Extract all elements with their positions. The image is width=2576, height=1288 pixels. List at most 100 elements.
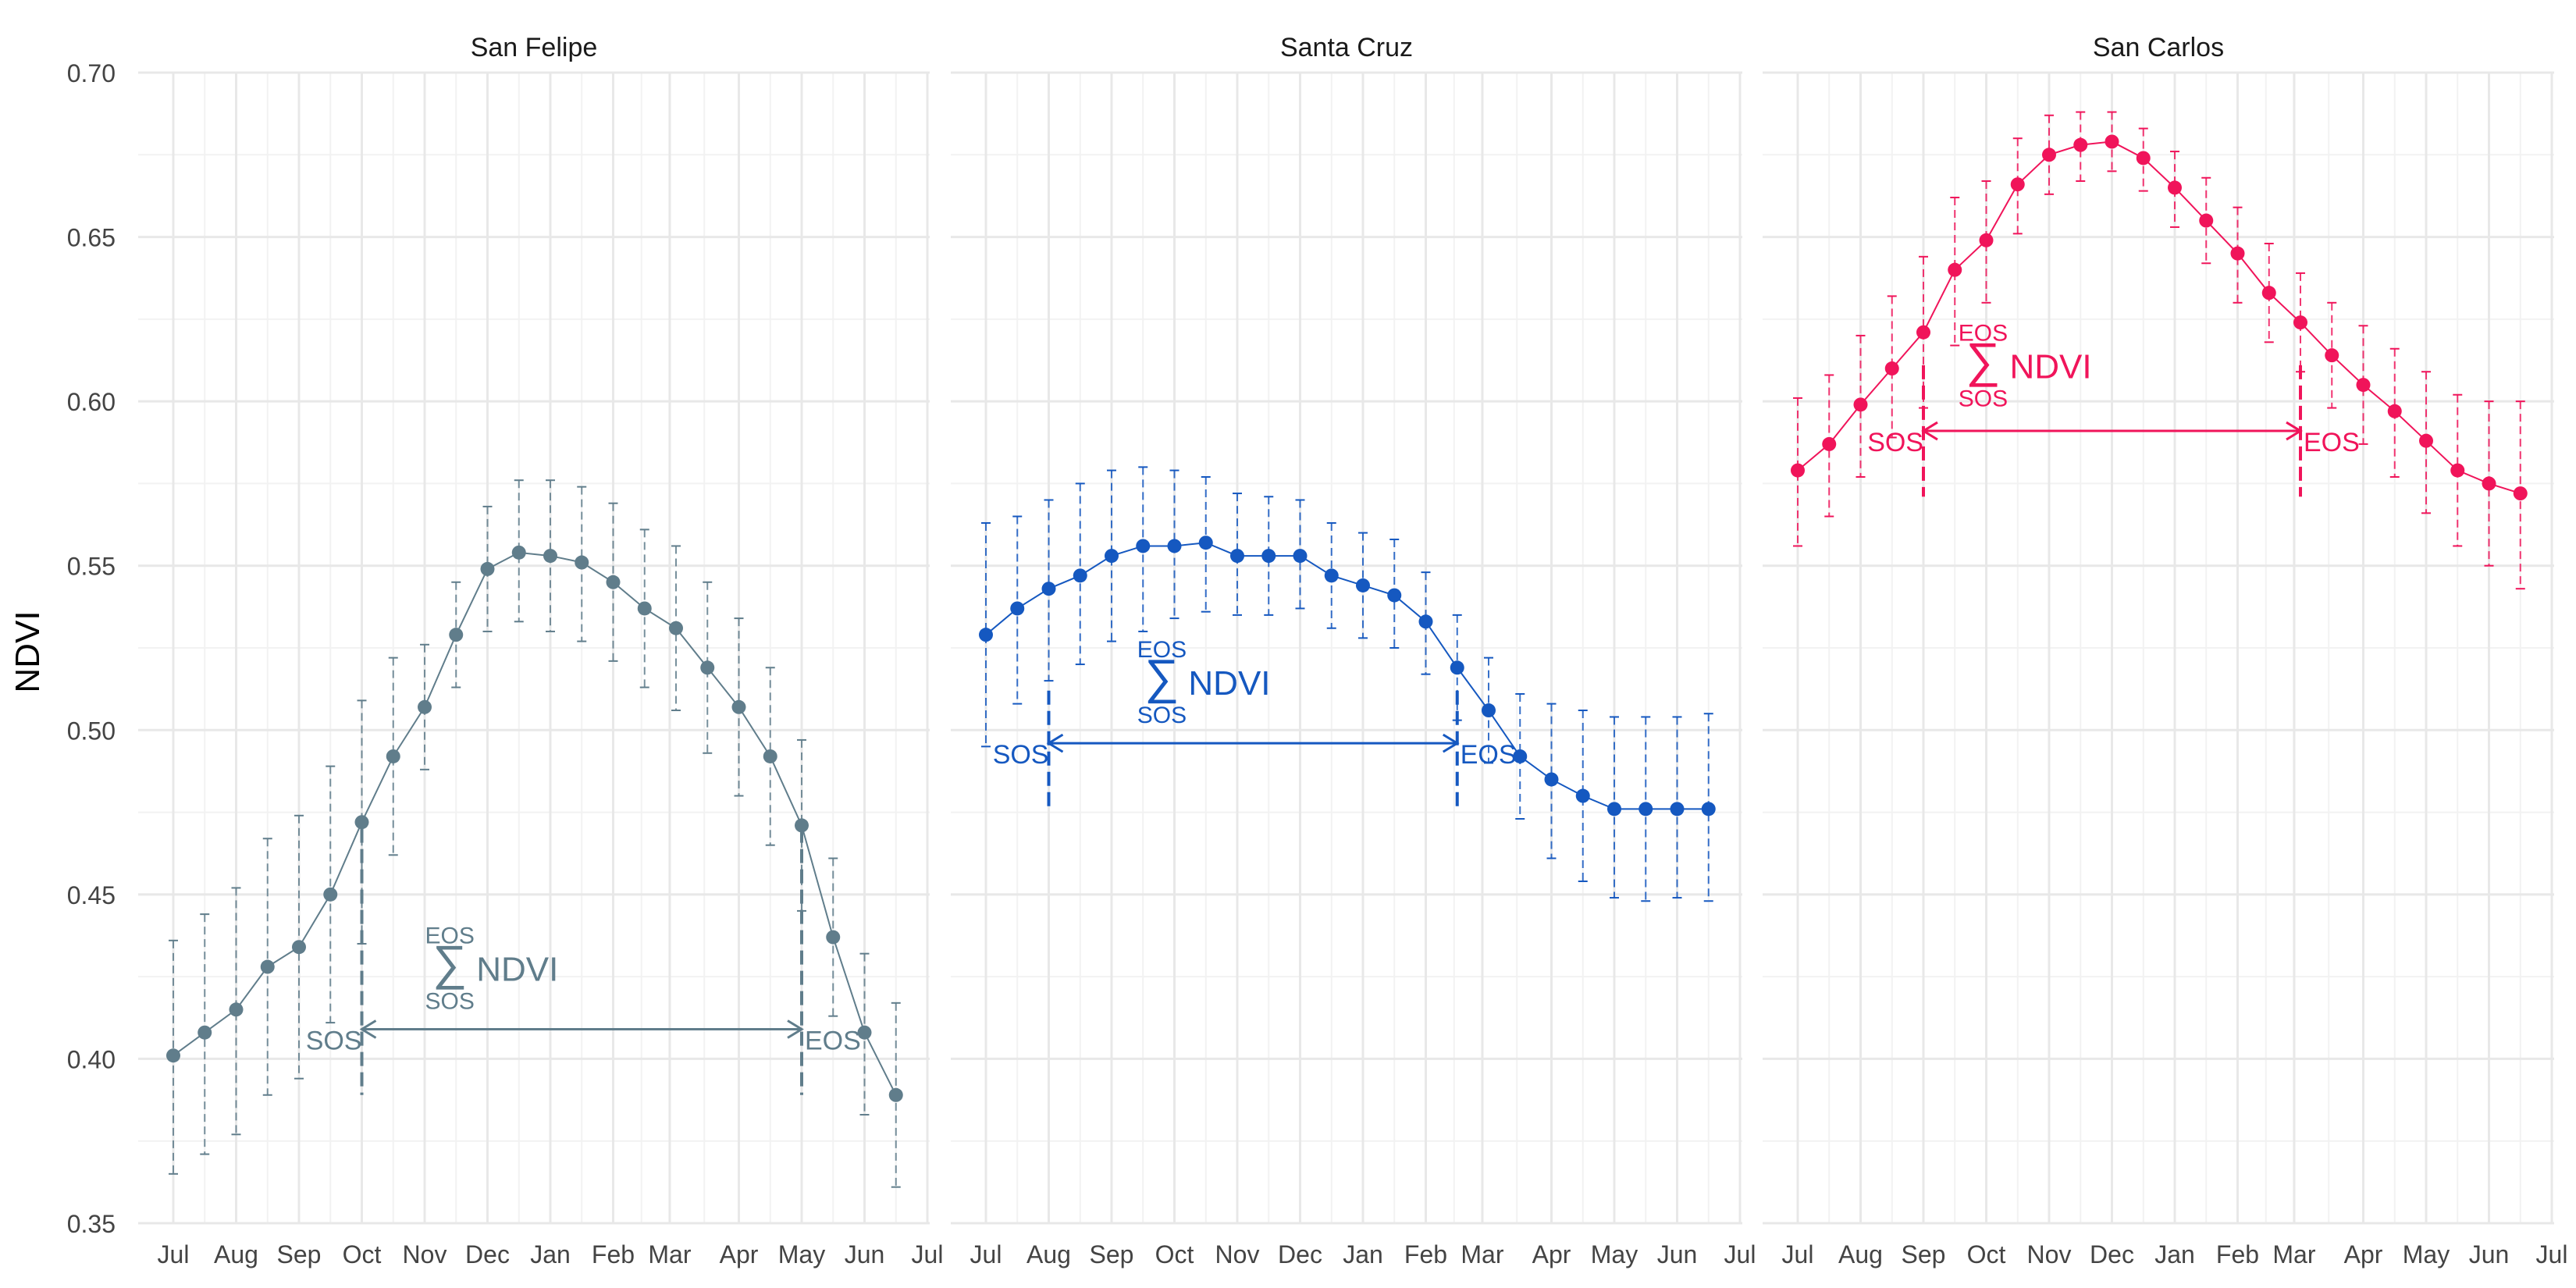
x-axis-ticks: Jul Aug Sep Oct Nov Dec Jan Feb Mar Apr May Jun Jul bbox=[1782, 1240, 2568, 1268]
x-tick-label: Jun bbox=[1657, 1240, 1698, 1268]
data-point bbox=[1670, 802, 1685, 817]
data-point bbox=[1356, 578, 1370, 592]
x-tick-label: Mar bbox=[1461, 1240, 1503, 1268]
x-tick-label: Nov bbox=[2027, 1240, 2072, 1268]
x-tick-label: Nov bbox=[1215, 1240, 1260, 1268]
data-point bbox=[1948, 262, 1962, 277]
data-point bbox=[449, 628, 464, 642]
data-point bbox=[700, 660, 715, 675]
data-point bbox=[2136, 151, 2151, 165]
data-point bbox=[292, 940, 306, 955]
data-point bbox=[1544, 772, 1559, 787]
data-point bbox=[669, 621, 683, 635]
sos-label: SOS bbox=[993, 740, 1049, 770]
data-point bbox=[229, 1002, 244, 1017]
x-tick-label: Jan bbox=[530, 1240, 571, 1268]
gridlines bbox=[951, 71, 1742, 1225]
data-point bbox=[354, 815, 369, 830]
series-line bbox=[173, 551, 897, 1096]
data-point bbox=[1010, 601, 1025, 616]
data-point bbox=[166, 1048, 180, 1063]
sum-symbol: ∑ bbox=[1966, 334, 2000, 388]
eos-label: EOS bbox=[2304, 428, 2360, 457]
data-point bbox=[2010, 177, 2025, 192]
error-bars bbox=[169, 479, 901, 1188]
data-point bbox=[480, 561, 495, 576]
sos-label: SOS bbox=[1867, 428, 1923, 457]
y-axis-ticks: 0.35 0.40 0.45 0.50 0.55 0.60 0.65 0.70 bbox=[67, 59, 116, 1238]
data-points bbox=[166, 545, 903, 1102]
data-points bbox=[979, 535, 1716, 817]
x-tick-label: Feb bbox=[2216, 1240, 2259, 1268]
data-point bbox=[795, 818, 809, 833]
data-point bbox=[1701, 802, 1716, 817]
y-tick-label: 0.60 bbox=[67, 388, 116, 416]
x-tick-label: Jun bbox=[2469, 1240, 2510, 1268]
data-point bbox=[323, 887, 338, 902]
arrow-head-right bbox=[787, 1019, 804, 1039]
data-point bbox=[1167, 539, 1182, 553]
x-axis-ticks: Jul Aug Sep Oct Nov Dec Jan Feb Mar Apr May Jun Jul bbox=[970, 1240, 1756, 1268]
data-point bbox=[2293, 315, 2307, 330]
data-point bbox=[2073, 137, 2088, 152]
data-point bbox=[1822, 436, 1837, 451]
x-tick-label: Jun bbox=[845, 1240, 885, 1268]
data-point bbox=[2482, 476, 2496, 491]
y-tick-label: 0.50 bbox=[67, 717, 116, 745]
ndvi-label: NDVI bbox=[476, 951, 558, 989]
y-tick-label: 0.70 bbox=[67, 59, 116, 87]
arrow-head-left bbox=[359, 1019, 377, 1039]
data-point bbox=[763, 749, 777, 763]
data-point bbox=[1638, 802, 1653, 817]
data-point bbox=[1387, 588, 1402, 603]
data-point bbox=[1324, 568, 1339, 583]
arrow-head-left bbox=[1921, 421, 1938, 441]
arrow-head-right bbox=[1442, 733, 1460, 753]
data-point bbox=[2230, 246, 2245, 261]
data-points bbox=[1791, 134, 2528, 501]
x-tick-label: Apr bbox=[720, 1240, 759, 1268]
sum-symbol: ∑ bbox=[1144, 650, 1179, 704]
data-point bbox=[1105, 549, 1119, 564]
x-tick-label: Dec bbox=[465, 1240, 510, 1268]
x-tick-label: Apr bbox=[2344, 1240, 2383, 1268]
x-tick-label: Feb bbox=[1404, 1240, 1447, 1268]
data-point bbox=[1853, 397, 1868, 412]
x-tick-label: Dec bbox=[2090, 1240, 2134, 1268]
y-tick-label: 0.35 bbox=[67, 1210, 116, 1238]
sum-lower-limit: SOS bbox=[1137, 703, 1187, 728]
ndvi-label: NDVI bbox=[1188, 664, 1270, 703]
data-point bbox=[386, 749, 400, 763]
y-tick-label: 0.45 bbox=[67, 881, 116, 909]
data-point bbox=[197, 1025, 212, 1040]
x-tick-label: Jul bbox=[1724, 1240, 1756, 1268]
data-point bbox=[2199, 213, 2214, 228]
series-line bbox=[985, 542, 1709, 810]
series-line bbox=[1797, 141, 2521, 495]
error-bars bbox=[1793, 111, 2525, 590]
data-point bbox=[1884, 361, 1899, 376]
facet-panel: San Felipe Jul Aug Sep Oct Nov Dec Jan Feb Mar Apr… bbox=[138, 33, 943, 1268]
data-point bbox=[1513, 749, 1528, 763]
data-point bbox=[1979, 233, 1994, 247]
data-point bbox=[575, 555, 589, 570]
x-tick-label: Sep bbox=[277, 1240, 322, 1268]
data-point bbox=[2513, 486, 2528, 501]
eos-label: EOS bbox=[1461, 740, 1517, 770]
x-tick-label: Jan bbox=[2154, 1240, 2195, 1268]
sum-upper-limit: EOS bbox=[1137, 637, 1187, 663]
x-tick-label: Aug bbox=[214, 1240, 258, 1268]
x-tick-label: May bbox=[778, 1240, 825, 1268]
x-tick-label: Sep bbox=[1090, 1240, 1134, 1268]
data-point bbox=[543, 549, 557, 564]
y-tick-label: 0.65 bbox=[67, 224, 116, 252]
data-point bbox=[2450, 463, 2465, 478]
y-axis-title: NDVI bbox=[9, 610, 47, 692]
data-point bbox=[1230, 549, 1244, 564]
